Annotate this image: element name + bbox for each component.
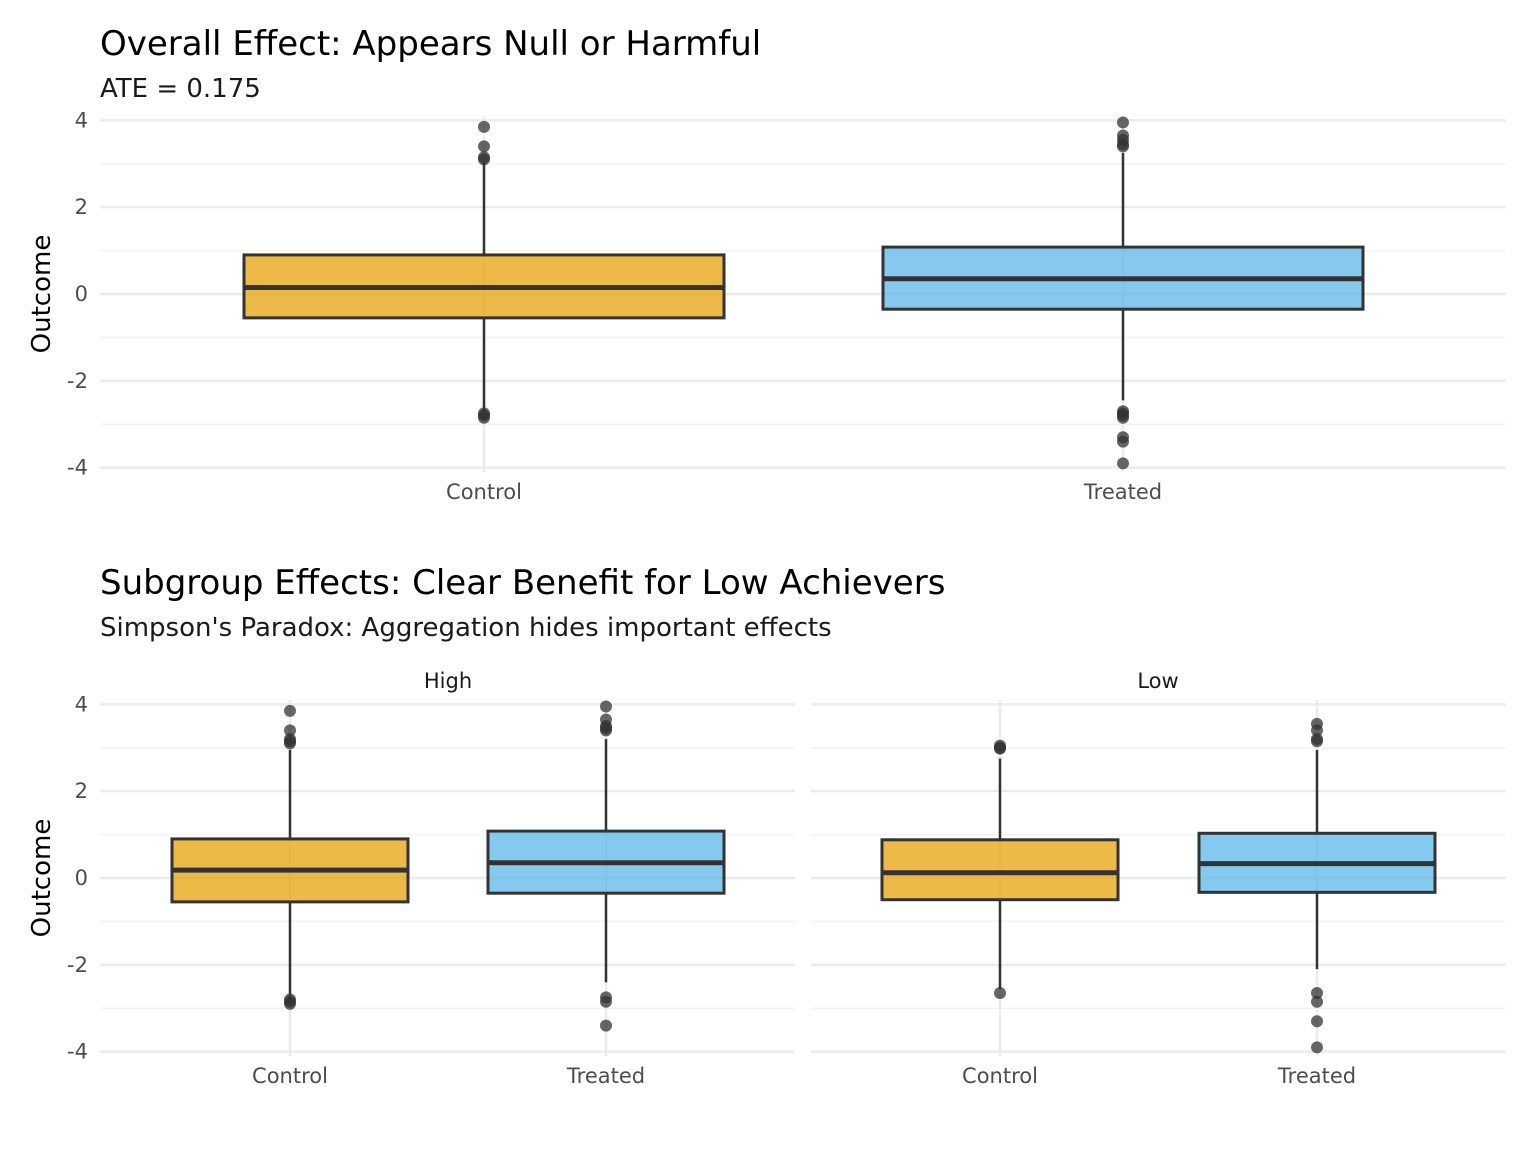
x-tick-label: Control (962, 1064, 1038, 1088)
chart-2-y-axis-title: Outcome (27, 819, 57, 938)
outlier-point-treated (1117, 411, 1129, 424)
outlier-point-low-control (994, 742, 1006, 755)
box-low-control (880, 838, 1120, 902)
chart-1-title: Overall Effect: Appears Null or Harmful (100, 24, 761, 64)
x-tick-label: Control (252, 1064, 328, 1088)
chart-2-title: Subgroup Effects: Clear Benefit for Low … (100, 563, 945, 603)
chart-1-subtitle: ATE = 0.175 (100, 74, 261, 104)
chart-1-y-axis-title: Outcome (27, 235, 57, 354)
outlier-point-high-control (284, 997, 296, 1010)
outlier-point-low-control (994, 987, 1006, 1000)
chart-2-plot-area: Control Treated Control Treated -4 -2 0 2 4 (67, 692, 1506, 1088)
outlier-point-treated (1117, 457, 1129, 470)
y-tick-label: -4 (67, 456, 88, 480)
outlier-point-treated (1117, 140, 1129, 153)
outlier-point-high-treated (600, 1019, 612, 1032)
x-tick-label: Treated (1083, 480, 1162, 504)
outlier-point-low-treated (1311, 995, 1323, 1008)
outlier-point-low-treated (1311, 724, 1323, 737)
outlier-point-low-treated (1311, 987, 1323, 1000)
x-tick-label: Treated (566, 1064, 645, 1088)
y-tick-label: 4 (75, 108, 88, 132)
y-tick-label: -2 (67, 369, 88, 393)
outlier-point-high-control (284, 737, 296, 750)
chart-2-strip-low: Low (1137, 669, 1178, 693)
outlier-point-high-control (284, 704, 296, 717)
y-tick-label: -4 (67, 1040, 88, 1064)
outlier-point-control (478, 120, 490, 133)
outlier-point-control (478, 140, 490, 153)
outlier-point-high-treated (600, 700, 612, 713)
chart-2-strip-high: High (424, 669, 472, 693)
y-tick-label: -2 (67, 953, 88, 977)
y-tick-label: 0 (75, 866, 88, 890)
y-tick-label: 0 (75, 282, 88, 306)
x-tick-label: Control (446, 480, 522, 504)
y-tick-label: 4 (75, 692, 88, 716)
outlier-point-high-treated (600, 724, 612, 737)
outlier-point-control (478, 411, 490, 424)
chart-1-plot-area: Control Treated -4 -2 0 2 4 (67, 108, 1506, 504)
y-tick-label: 2 (75, 195, 88, 219)
chart-2-subtitle: Simpson's Paradox: Aggregation hides imp… (100, 613, 832, 643)
outlier-point-treated (1117, 435, 1129, 448)
outlier-point-low-treated (1311, 735, 1323, 748)
outlier-point-control (478, 153, 490, 166)
y-tick-label: 2 (75, 779, 88, 803)
x-tick-label: Treated (1277, 1064, 1356, 1088)
outlier-point-treated (1117, 116, 1129, 129)
outlier-point-high-control (284, 724, 296, 737)
outlier-point-high-treated (600, 995, 612, 1008)
outlier-point-low-treated (1311, 1015, 1323, 1028)
outlier-point-low-treated (1311, 1041, 1323, 1054)
